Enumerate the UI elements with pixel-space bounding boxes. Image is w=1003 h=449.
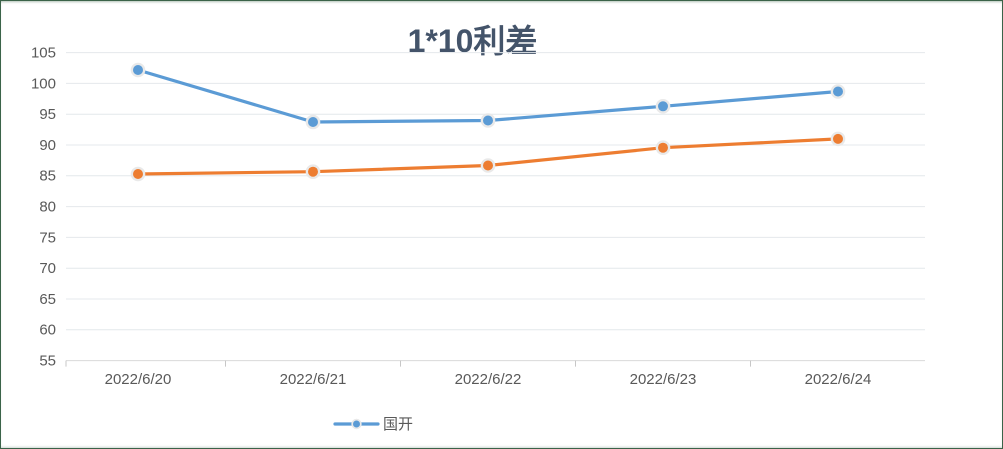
svg-text:2022/6/20: 2022/6/20 [105, 371, 172, 388]
svg-text:60: 60 [39, 322, 56, 339]
svg-text:2022/6/23: 2022/6/23 [630, 371, 697, 388]
svg-text:55: 55 [39, 353, 56, 370]
svg-text:2022/6/24: 2022/6/24 [805, 371, 872, 388]
svg-text:65: 65 [39, 291, 56, 308]
svg-text:90: 90 [39, 137, 56, 154]
svg-text:95: 95 [39, 106, 56, 123]
svg-text:75: 75 [39, 229, 56, 246]
svg-text:70: 70 [39, 260, 56, 277]
svg-text:100: 100 [31, 75, 56, 92]
svg-text:85: 85 [39, 168, 56, 185]
svg-text:国开: 国开 [383, 416, 413, 433]
svg-text:105: 105 [31, 45, 56, 62]
svg-text:2022/6/22: 2022/6/22 [455, 371, 522, 388]
svg-text:2022/6/21: 2022/6/21 [280, 371, 347, 388]
svg-text:80: 80 [39, 199, 56, 216]
